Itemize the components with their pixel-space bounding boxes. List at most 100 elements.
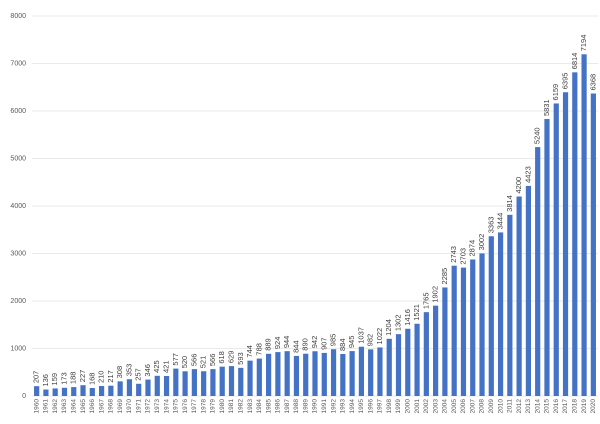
x-tick-label: 2008 xyxy=(479,399,486,414)
value-label: 884 xyxy=(338,338,347,351)
x-tick-label: 1998 xyxy=(386,399,393,414)
x-tick-label: 2009 xyxy=(488,399,495,414)
bar xyxy=(460,267,467,396)
x-tick-label: 1980 xyxy=(219,399,226,414)
x-tick-label: 1990 xyxy=(312,399,319,414)
bar xyxy=(201,371,207,396)
x-tick-label: 1997 xyxy=(377,399,384,414)
x-tick-label: 1970 xyxy=(126,399,133,414)
x-tick-label: 1993 xyxy=(340,399,347,414)
bar xyxy=(590,93,596,397)
x-tick-label: 1985 xyxy=(265,399,272,414)
bar xyxy=(507,214,513,396)
bar xyxy=(126,379,133,396)
value-label: 1022 xyxy=(375,328,384,345)
x-tick-label: 2000 xyxy=(405,399,412,414)
bar xyxy=(238,367,244,396)
x-tick-label: 1983 xyxy=(247,399,254,414)
x-tick-label: 2011 xyxy=(507,399,514,413)
x-tick-label: 1972 xyxy=(145,399,152,414)
value-label: 353 xyxy=(124,364,133,377)
x-tick-label: 1978 xyxy=(200,399,207,414)
bar xyxy=(442,287,448,396)
bar xyxy=(349,351,355,396)
bar xyxy=(479,253,485,396)
bar xyxy=(89,388,95,396)
bar xyxy=(191,369,197,396)
value-label: 3814 xyxy=(505,195,514,212)
x-tick-label: 1986 xyxy=(275,399,282,414)
bar xyxy=(275,352,281,396)
x-tick-label: 1979 xyxy=(210,399,217,414)
value-label: 188 xyxy=(69,372,78,385)
value-label: 844 xyxy=(291,340,300,353)
value-label: 346 xyxy=(143,364,152,377)
bar xyxy=(488,236,494,396)
bar xyxy=(358,346,364,396)
value-label: 4200 xyxy=(514,177,523,194)
bar xyxy=(43,389,49,396)
bar xyxy=(154,375,160,396)
x-tick-label: 2010 xyxy=(497,399,504,414)
value-label: 159 xyxy=(50,373,59,386)
value-label: 136 xyxy=(41,374,50,387)
value-label: 788 xyxy=(254,343,263,356)
bar xyxy=(312,351,318,396)
x-tick-label: 1967 xyxy=(98,399,105,414)
y-tick-label: 8000 xyxy=(10,13,26,20)
x-tick-label: 2018 xyxy=(572,399,579,414)
x-tick-label: 1965 xyxy=(80,399,87,414)
y-tick-label: 0 xyxy=(22,393,26,400)
x-tick-label: 1976 xyxy=(182,399,189,414)
bar xyxy=(544,119,550,396)
bar xyxy=(470,259,476,396)
value-label: 907 xyxy=(319,337,328,350)
bar xyxy=(210,369,216,396)
bar xyxy=(572,72,578,397)
value-label: 889 xyxy=(264,338,273,351)
value-label: 982 xyxy=(366,334,375,347)
bar xyxy=(303,353,309,396)
value-label: 217 xyxy=(106,370,115,383)
x-tick-label: 1981 xyxy=(228,399,235,414)
value-label: 944 xyxy=(282,336,291,349)
value-label: 6368 xyxy=(588,74,597,91)
x-tick-label: 1977 xyxy=(191,399,198,414)
value-label: 577 xyxy=(171,353,180,366)
value-label: 1902 xyxy=(431,286,440,303)
y-tick-label: 5000 xyxy=(10,155,26,162)
x-tick-label: 2019 xyxy=(581,399,588,414)
x-tick-label: 2012 xyxy=(516,399,523,414)
y-tick-label: 4000 xyxy=(10,203,26,210)
value-label: 2285 xyxy=(440,268,449,285)
x-tick-label: 1968 xyxy=(108,399,115,414)
bar xyxy=(173,368,179,396)
x-tick-label: 2003 xyxy=(432,399,439,414)
bar xyxy=(340,354,346,396)
bar xyxy=(423,312,429,396)
value-label: 4423 xyxy=(523,166,532,183)
x-tick-label: 1973 xyxy=(154,399,161,414)
x-tick-label: 1975 xyxy=(173,399,180,414)
bar xyxy=(117,381,123,396)
bar xyxy=(516,196,522,396)
value-label: 2743 xyxy=(449,246,458,263)
bar xyxy=(256,358,262,396)
x-tick-label: 1963 xyxy=(61,399,68,414)
x-tick-label: 1982 xyxy=(237,399,244,414)
bar xyxy=(553,103,559,396)
value-label: 593 xyxy=(236,352,245,365)
bar xyxy=(247,360,253,396)
bar xyxy=(395,334,402,396)
bar xyxy=(405,328,411,396)
y-tick-label: 2000 xyxy=(10,298,26,305)
value-label: 1204 xyxy=(384,319,393,336)
x-tick-label: 1966 xyxy=(89,399,96,414)
value-label: 168 xyxy=(87,373,96,386)
x-tick-label: 1989 xyxy=(302,399,309,414)
value-label: 520 xyxy=(180,356,189,369)
value-label: 1037 xyxy=(356,327,365,344)
x-tick-label: 2017 xyxy=(562,399,569,414)
value-label: 1765 xyxy=(421,292,430,309)
